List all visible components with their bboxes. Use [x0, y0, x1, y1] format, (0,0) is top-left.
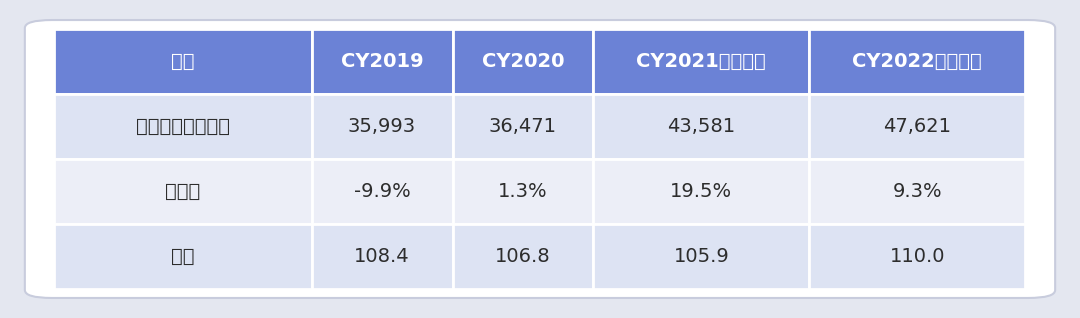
- Text: 增长率: 增长率: [165, 182, 201, 201]
- Bar: [312, 159, 453, 224]
- Text: CY2021（估计）: CY2021（估计）: [636, 52, 766, 71]
- Bar: [809, 224, 1025, 289]
- Bar: [54, 159, 312, 224]
- Text: 47,621: 47,621: [883, 117, 951, 136]
- Bar: [594, 224, 809, 289]
- Text: 1.3%: 1.3%: [498, 182, 548, 201]
- Bar: [809, 159, 1025, 224]
- Text: CY2020: CY2020: [482, 52, 564, 71]
- Text: 35,993: 35,993: [348, 117, 416, 136]
- Bar: [312, 29, 453, 94]
- Text: 110.0: 110.0: [890, 247, 945, 266]
- Bar: [453, 94, 594, 159]
- Bar: [453, 29, 594, 94]
- Bar: [594, 94, 809, 159]
- Bar: [54, 224, 312, 289]
- Text: 19.5%: 19.5%: [671, 182, 732, 201]
- Text: 36,471: 36,471: [489, 117, 557, 136]
- Bar: [54, 29, 312, 94]
- Text: 市场规模（日本）: 市场规模（日本）: [136, 117, 230, 136]
- Bar: [312, 94, 453, 159]
- Bar: [809, 94, 1025, 159]
- FancyBboxPatch shape: [25, 20, 1055, 298]
- Bar: [809, 29, 1025, 94]
- Text: 106.8: 106.8: [495, 247, 551, 266]
- Text: -9.9%: -9.9%: [353, 182, 410, 201]
- Text: 9.3%: 9.3%: [892, 182, 942, 201]
- Text: 108.4: 108.4: [354, 247, 410, 266]
- Bar: [54, 94, 312, 159]
- Text: 项目: 项目: [171, 52, 194, 71]
- Bar: [453, 224, 594, 289]
- Text: 43,581: 43,581: [667, 117, 735, 136]
- Text: 105.9: 105.9: [674, 247, 729, 266]
- Bar: [312, 224, 453, 289]
- Bar: [453, 159, 594, 224]
- Text: 汇率: 汇率: [171, 247, 194, 266]
- Text: CY2022（估计）: CY2022（估计）: [852, 52, 982, 71]
- Text: CY2019: CY2019: [340, 52, 423, 71]
- Bar: [594, 29, 809, 94]
- Bar: [594, 159, 809, 224]
